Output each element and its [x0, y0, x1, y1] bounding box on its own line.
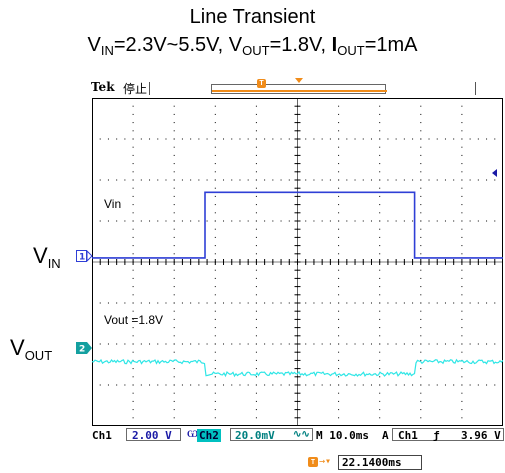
- record-trigger-icon: T: [257, 79, 266, 88]
- tek-logo: Tek: [91, 80, 115, 94]
- vout-side-label: VOUT: [10, 335, 52, 363]
- trigger-position-value: 22.1400ms: [342, 456, 402, 469]
- ch1-scale-value: 2.00 V: [132, 429, 172, 442]
- ch1-trace-label: Vin: [104, 197, 121, 211]
- ch2-trace: [92, 358, 503, 378]
- title-line-2: VIN=2.3V~5.5V, VOUT=1.8V, IOUT=1mA: [0, 34, 505, 58]
- trigger-source: Ch1: [398, 429, 418, 442]
- title-iout-symbol: I: [331, 34, 338, 56]
- title-vin-range: =2.3V~5.5V,: [113, 34, 229, 56]
- scope-plot: Vin Vout =1.8V: [92, 98, 503, 426]
- ch2-label: Ch2: [197, 429, 221, 442]
- scope-header: Tek 停止 T: [91, 78, 504, 98]
- trigger-level-value: 3.96 V: [461, 429, 501, 442]
- title-iout-subscript: OUT: [337, 43, 365, 58]
- ch1-trace: [92, 191, 503, 259]
- title-vout-value: =1.8V,: [269, 34, 332, 56]
- header-divider: [149, 82, 150, 95]
- timebase-value[interactable]: M 10.0ms: [316, 429, 369, 442]
- ch1-label: Ch1: [92, 429, 112, 442]
- ch1-marker-number: 1: [79, 253, 85, 263]
- ch2-ground-marker-icon[interactable]: 2: [76, 342, 93, 354]
- header-divider-right: [475, 82, 476, 95]
- ch2-marker-number: 2: [79, 345, 85, 355]
- scope-status-bar: Ch1 2.00 V Ѡ Ch2 20.0mV ∿∿ M 10.0ms A Ch…: [90, 428, 504, 443]
- ch2-scale-value: 20.0mV: [235, 429, 275, 442]
- vin-side-symbol: V: [33, 243, 48, 268]
- trigger-position-arrow-icon: [295, 78, 303, 83]
- ch2-bandwidth-icon: ∿∿: [293, 429, 310, 440]
- graticule-grid: [92, 98, 503, 426]
- record-length-bar: T: [211, 79, 387, 94]
- vout-side-subscript: OUT: [24, 348, 53, 363]
- title-line-1: Line Transient: [189, 6, 316, 28]
- ch2-scale-box[interactable]: [230, 428, 313, 441]
- trigger-offset-arrow-icon: →▾: [319, 456, 332, 467]
- title-vout-subscript: OUT: [242, 43, 270, 58]
- trigger-position-icon: T: [308, 457, 318, 467]
- ch2-trace-label: Vout =1.8V: [104, 313, 163, 327]
- title-vin-subscript: IN: [100, 43, 114, 58]
- trigger-position-box[interactable]: [338, 455, 422, 470]
- title-iout-value: =1mA: [364, 34, 418, 56]
- ch1-bandwidth-icon: Ѡ: [187, 430, 199, 440]
- record-window-indicator: [212, 90, 387, 92]
- trigger-settings-box[interactable]: [392, 428, 504, 441]
- title-vout-symbol: V: [228, 34, 243, 56]
- vin-side-subscript: IN: [47, 256, 61, 271]
- run-state-label: 停止: [123, 82, 148, 96]
- trigger-level-marker-icon[interactable]: [492, 169, 497, 177]
- vin-side-label: VIN: [33, 243, 61, 271]
- ch1-scale-box[interactable]: [126, 428, 181, 441]
- acquisition-mode-label: A: [382, 429, 389, 442]
- vout-side-symbol: V: [10, 335, 25, 360]
- ch1-ground-marker-icon[interactable]: 1: [76, 250, 93, 262]
- title-vin-symbol: V: [87, 34, 101, 56]
- trigger-edge-icon: ƒ: [433, 429, 440, 442]
